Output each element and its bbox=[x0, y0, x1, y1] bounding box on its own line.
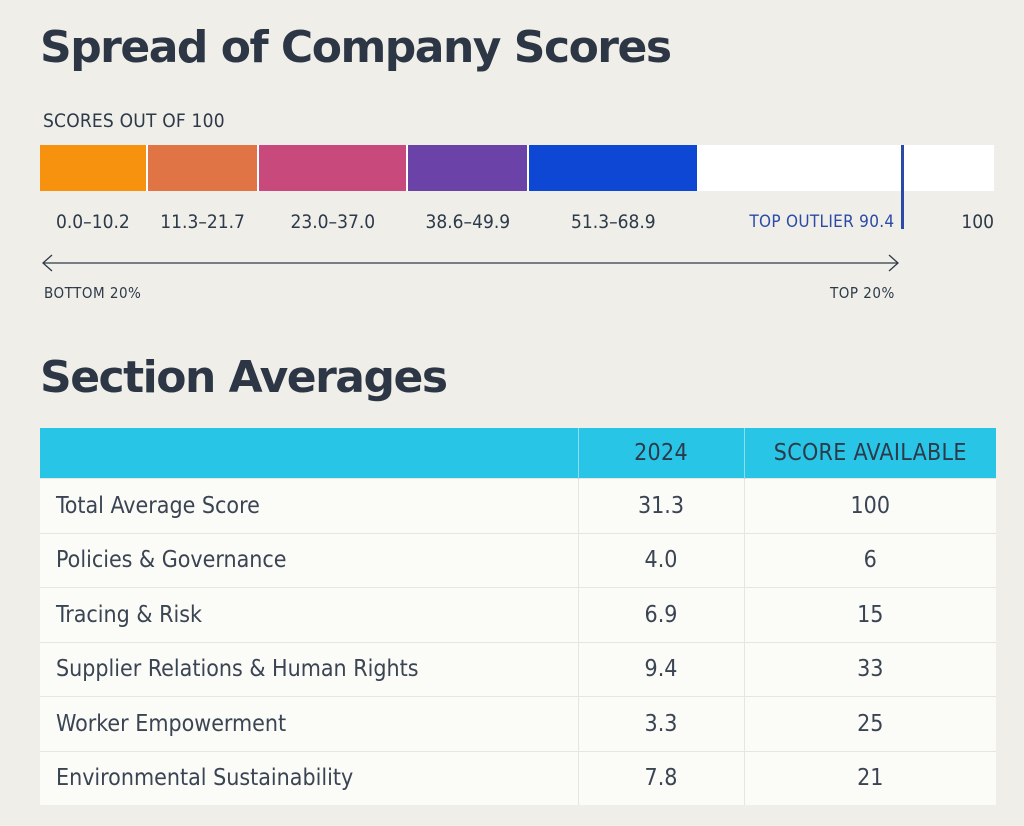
top-outlier-marker bbox=[900, 145, 904, 229]
top-outlier-label: TOP OUTLIER 90.4 bbox=[749, 212, 895, 232]
range-segment bbox=[408, 145, 528, 191]
table-row: Worker Empowerment 3.3 25 bbox=[40, 696, 996, 751]
table-row: Supplier Relations & Human Rights 9.4 33 bbox=[40, 641, 996, 697]
score-available-cell: 25 bbox=[744, 696, 996, 751]
table-row: Environmental Sustainability 7.8 21 bbox=[40, 750, 996, 805]
top-20-label: TOP 20% bbox=[830, 284, 895, 302]
section-name-cell: Worker Empowerment bbox=[40, 696, 579, 751]
spread-title: Spread of Company Scores bbox=[40, 22, 672, 73]
score-available-cell: 6 bbox=[744, 532, 996, 588]
range-label: 38.6–49.9 bbox=[425, 211, 511, 233]
score-2024-cell: 7.8 bbox=[578, 750, 745, 805]
score-available-cell: 21 bbox=[744, 750, 996, 805]
score-available-cell: 100 bbox=[744, 478, 996, 533]
section-name-cell: Total Average Score bbox=[40, 478, 579, 533]
range-segment bbox=[147, 145, 258, 191]
range-segment bbox=[259, 145, 407, 191]
section-name-cell: Supplier Relations & Human Rights bbox=[40, 641, 579, 697]
score-available-cell: 15 bbox=[744, 587, 996, 642]
table-row: Total Average Score 31.3 100 bbox=[40, 478, 996, 533]
table-row: Tracing & Risk 6.9 15 bbox=[40, 587, 996, 642]
section-name-cell: Tracing & Risk bbox=[40, 587, 579, 642]
score-spread-bar bbox=[40, 145, 994, 191]
section-name-cell: Environmental Sustainability bbox=[40, 750, 579, 805]
table-row: Policies & Governance 4.0 6 bbox=[40, 532, 996, 588]
range-segment bbox=[529, 145, 698, 191]
score-2024-cell: 4.0 bbox=[578, 532, 745, 588]
score-2024-cell: 9.4 bbox=[578, 641, 745, 697]
range-segment bbox=[40, 145, 146, 191]
column-header-section bbox=[40, 428, 579, 479]
table-header-row: 2024 SCORE AVAILABLE bbox=[40, 428, 996, 479]
range-label: 11.3–21.7 bbox=[160, 211, 245, 233]
range-label: 23.0–37.0 bbox=[290, 211, 376, 233]
range-label: 51.3–68.9 bbox=[571, 211, 656, 233]
score-available-cell: 33 bbox=[744, 641, 996, 697]
section-averages-table: 2024 SCORE AVAILABLE Total Average Score… bbox=[40, 428, 996, 805]
score-2024-cell: 6.9 bbox=[578, 587, 745, 642]
score-2024-cell: 3.3 bbox=[578, 696, 745, 751]
section-name-cell: Policies & Governance bbox=[40, 532, 579, 588]
bottom-20-label: BOTTOM 20% bbox=[44, 284, 142, 302]
double-arrow-icon bbox=[42, 254, 899, 272]
averages-title: Section Averages bbox=[40, 352, 448, 403]
scale-max-label: 100 bbox=[961, 211, 994, 233]
score-2024-cell: 31.3 bbox=[578, 478, 745, 533]
column-header-2024: 2024 bbox=[578, 428, 745, 479]
scale-label: SCORES OUT OF 100 bbox=[43, 110, 225, 132]
range-label: 0.0–10.2 bbox=[56, 211, 130, 233]
column-header-score-available: SCORE AVAILABLE bbox=[744, 428, 996, 479]
